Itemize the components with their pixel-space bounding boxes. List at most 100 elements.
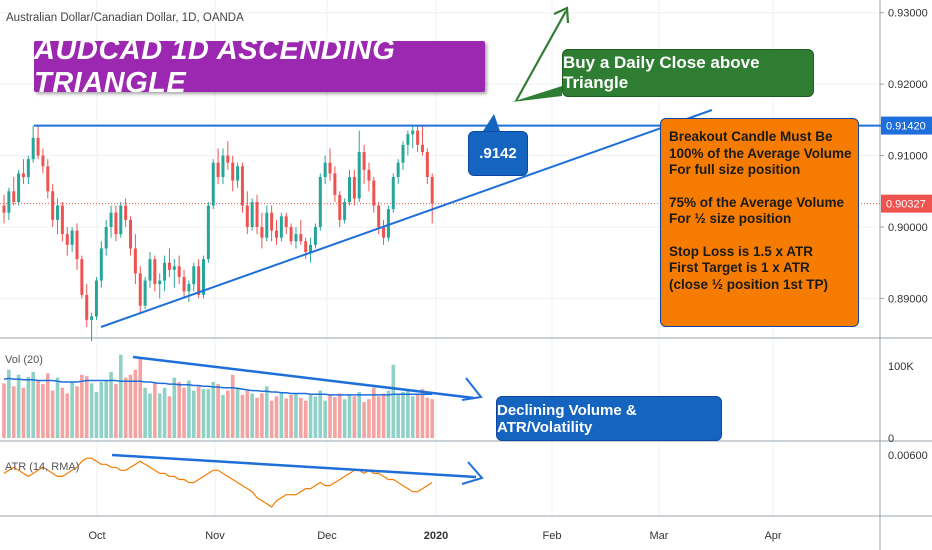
candle-body — [80, 259, 84, 295]
volume-tick-label: 0 — [888, 433, 894, 445]
volume-indicator-label[interactable]: Vol (20) — [5, 354, 43, 366]
candle-body — [284, 216, 288, 227]
volume-bar — [289, 394, 293, 438]
candle-body — [250, 202, 254, 227]
volume-bar — [430, 399, 435, 438]
volume-tick-label: 100K — [888, 361, 914, 373]
buy-callout: Buy a Daily Close above Triangle — [562, 49, 814, 97]
volume-bar — [323, 400, 327, 438]
last-price-tag-text: 0.90327 — [886, 199, 926, 211]
candle-body — [109, 212, 113, 227]
volume-bar — [104, 380, 108, 438]
volume-bar — [372, 387, 376, 438]
candle-body — [240, 166, 244, 206]
time-tick-label: 2020 — [424, 530, 448, 542]
volume-bar — [274, 396, 279, 438]
candle-body — [56, 205, 60, 220]
volume-bar — [216, 384, 220, 438]
volume-bar — [75, 386, 79, 438]
volume-bar — [11, 386, 16, 438]
candle-body — [41, 155, 45, 167]
candle-body — [386, 209, 390, 238]
volume-bar — [172, 377, 177, 438]
volume-bar — [284, 398, 289, 438]
volume-bar — [196, 386, 201, 438]
candle-body — [124, 205, 128, 220]
volume-bar — [99, 381, 104, 438]
candle-body — [26, 159, 30, 177]
candle-body — [226, 155, 230, 163]
declining-volume-callout: Declining Volume & ATR/Volatility — [496, 396, 722, 441]
buy-callout-pointer — [512, 86, 562, 102]
candle-body — [94, 280, 98, 317]
volume-bar — [357, 392, 362, 438]
candle-body — [309, 244, 313, 252]
candle-body — [206, 205, 210, 260]
volume-bar — [167, 396, 172, 438]
candle-body — [177, 266, 181, 277]
candle-body — [270, 212, 274, 231]
time-tick-label: Oct — [88, 530, 105, 542]
volume-bar — [55, 377, 60, 438]
volume-bar — [65, 393, 70, 438]
candle-body — [7, 191, 11, 213]
volume-bar — [133, 369, 138, 438]
candle-body — [202, 259, 206, 295]
volume-bar — [264, 386, 269, 438]
rule-line: Stop Loss is 1.5 x ATR — [669, 243, 814, 259]
volume-bar — [386, 390, 391, 438]
volume-bar — [114, 384, 118, 438]
rule-spacer — [669, 228, 850, 244]
candle-body — [396, 162, 400, 177]
candle-body — [85, 294, 89, 320]
volume-bar — [45, 373, 50, 438]
volume-bar — [342, 399, 347, 438]
resistance-price-tag-text: 0.91420 — [886, 121, 926, 133]
volume-bar — [157, 393, 162, 438]
volume-bar — [138, 358, 143, 438]
volume-bar — [235, 387, 240, 438]
candle-body — [265, 212, 269, 238]
candle-body — [377, 205, 381, 227]
candle-body — [333, 173, 337, 195]
candle-body — [192, 266, 196, 285]
volume-bar — [109, 371, 113, 438]
time-tick-label: Apr — [764, 530, 781, 542]
candle-body — [274, 230, 278, 238]
volume-ma-line — [3, 377, 433, 396]
volume-decline-line — [132, 355, 475, 400]
volume-bar — [143, 387, 147, 438]
volume-bar — [16, 374, 21, 438]
candle-body — [338, 194, 342, 220]
time-tick-label: Feb — [543, 530, 562, 542]
candle-body — [148, 259, 152, 281]
candle-body — [343, 202, 347, 220]
atr-indicator-label[interactable]: ATR (14, RMA) — [5, 461, 80, 473]
volume-bar — [269, 400, 274, 438]
candle-body — [2, 205, 6, 213]
candle-body — [420, 144, 424, 152]
volume-bar — [318, 390, 323, 438]
volume-bar — [250, 393, 254, 438]
volume-bar — [367, 399, 371, 438]
volume-bar — [376, 396, 381, 438]
volume-bar — [84, 376, 89, 438]
volume-bar — [410, 396, 415, 438]
candle-body — [99, 248, 103, 281]
volume-bar — [26, 376, 31, 438]
candle-body — [430, 177, 434, 204]
volume-bar — [70, 381, 74, 438]
volume-bar — [230, 374, 235, 438]
rule-line: (close ½ position 1st TP) — [669, 276, 829, 292]
volume-bar — [401, 392, 405, 438]
volume-bar — [94, 392, 99, 438]
candle-body — [362, 152, 366, 170]
candle-body — [158, 280, 162, 285]
candle-body — [90, 316, 94, 320]
volume-bar — [201, 389, 206, 438]
candle-body — [416, 130, 420, 145]
price-tick-label: 0.91000 — [888, 151, 928, 163]
volume-bar — [162, 387, 167, 438]
volume-bar — [118, 354, 123, 438]
candle-body — [119, 205, 123, 235]
